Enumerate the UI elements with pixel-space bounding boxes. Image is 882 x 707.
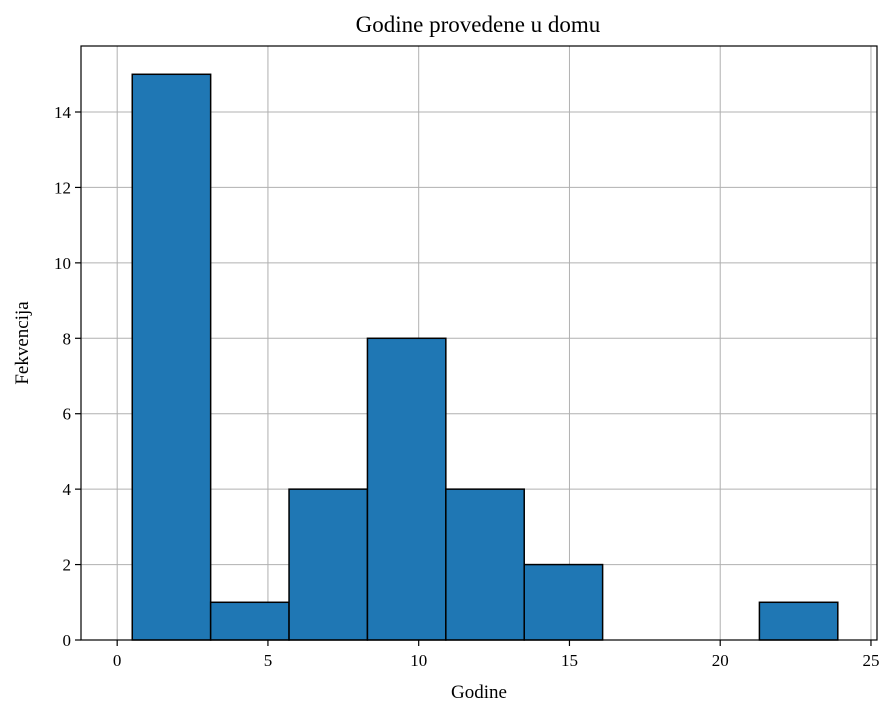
y-tick-label: 0 bbox=[63, 631, 72, 650]
y-tick-label: 12 bbox=[54, 178, 71, 197]
histogram-bar-6 bbox=[523, 563, 604, 641]
y-axis-label: Fekvencija bbox=[12, 301, 33, 385]
histogram-bar-5 bbox=[445, 488, 525, 641]
chart-title: Godine provedene u domu bbox=[356, 12, 601, 37]
x-tick-label: 0 bbox=[113, 651, 122, 670]
histogram-bar-2 bbox=[209, 601, 290, 641]
x-tick-label: 15 bbox=[561, 651, 578, 670]
x-tick-label: 10 bbox=[410, 651, 427, 670]
x-axis-label: Godine bbox=[451, 682, 507, 703]
grid-layer bbox=[81, 46, 877, 641]
y-tick-label: 6 bbox=[63, 405, 72, 424]
y-tick-label: 4 bbox=[63, 480, 72, 499]
x-tick-label: 25 bbox=[862, 651, 879, 670]
plot-frame bbox=[80, 45, 878, 641]
y-tick-label: 8 bbox=[63, 329, 72, 348]
y-tick-label: 10 bbox=[54, 254, 71, 273]
x-tick-label: 5 bbox=[264, 651, 273, 670]
histogram-bar-4 bbox=[366, 337, 447, 641]
bars-layer bbox=[131, 73, 839, 641]
histogram-bar-1 bbox=[131, 73, 212, 641]
x-axis: 0 5 10 15 20 25 bbox=[113, 640, 879, 670]
y-tick-label: 14 bbox=[54, 103, 72, 122]
histogram-bar-9 bbox=[758, 601, 839, 641]
x-tick-label: 20 bbox=[712, 651, 729, 670]
y-tick-label: 2 bbox=[63, 556, 72, 575]
y-axis: 0 2 4 6 8 10 12 14 bbox=[54, 103, 81, 650]
histogram-bar-3 bbox=[288, 488, 369, 641]
